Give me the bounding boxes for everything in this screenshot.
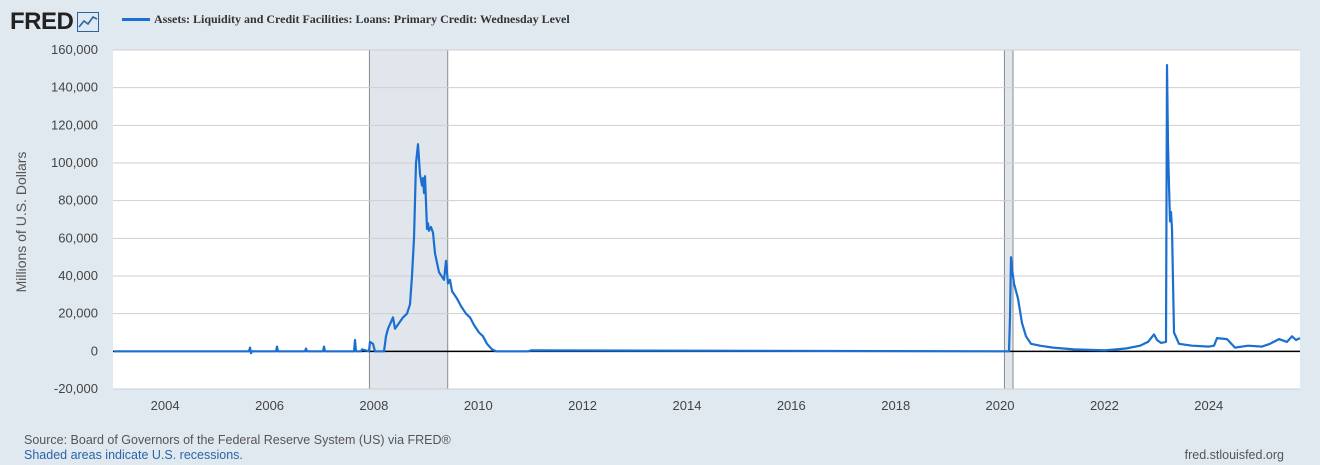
x-tick-label: 2008 bbox=[359, 398, 388, 413]
y-tick-label: 100,000 bbox=[51, 155, 98, 170]
y-tick-label: 120,000 bbox=[51, 117, 98, 132]
y-tick-label: 40,000 bbox=[58, 268, 98, 283]
y-tick-label: -20,000 bbox=[54, 381, 98, 396]
fred-logo[interactable]: FRED bbox=[10, 8, 74, 35]
x-tick-label: 2006 bbox=[255, 398, 284, 413]
plot-area bbox=[113, 50, 1300, 389]
x-tick-label: 2004 bbox=[151, 398, 180, 413]
series-line bbox=[114, 63, 1301, 355]
y-tick-label: 60,000 bbox=[58, 230, 98, 245]
fred-header: FRED bbox=[10, 6, 100, 38]
x-tick-label: 2016 bbox=[777, 398, 806, 413]
x-tick-label: 2022 bbox=[1090, 398, 1119, 413]
x-tick-label: 2014 bbox=[673, 398, 702, 413]
y-tick-label: 160,000 bbox=[51, 42, 98, 57]
chart-line-icon bbox=[77, 12, 100, 32]
chart-legend: Assets: Liquidity and Credit Facilities:… bbox=[122, 12, 570, 27]
legend-series-label: Assets: Liquidity and Credit Facilities:… bbox=[154, 12, 570, 26]
source-text: Source: Board of Governors of the Federa… bbox=[24, 433, 451, 447]
y-tick-label: 80,000 bbox=[58, 193, 98, 208]
y-tick-label: 0 bbox=[91, 343, 98, 358]
y-tick-label: 20,000 bbox=[58, 306, 98, 321]
line-chart: -20,000 0 20,000 40,000 60,000 80,000 100,000 1… bbox=[51, 42, 1301, 413]
recession-band bbox=[1004, 50, 1013, 389]
x-tick-label: 2012 bbox=[568, 398, 597, 413]
x-tick-label: 2024 bbox=[1194, 398, 1223, 413]
recession-note[interactable]: Shaded areas indicate U.S. recessions. bbox=[24, 448, 243, 462]
x-tick-label: 2010 bbox=[464, 398, 493, 413]
recession-band bbox=[369, 50, 448, 389]
fred-url[interactable]: fred.stlouisfed.org bbox=[1184, 448, 1284, 462]
x-tick-label: 2020 bbox=[986, 398, 1015, 413]
x-tick-label: 2018 bbox=[881, 398, 910, 413]
legend-swatch bbox=[122, 18, 150, 21]
y-tick-label: 140,000 bbox=[51, 80, 98, 95]
